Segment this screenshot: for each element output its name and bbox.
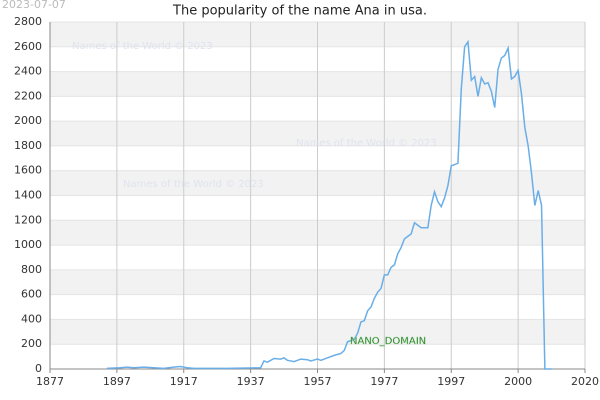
y-tick-label: 0 xyxy=(35,362,42,375)
y-tick-label: 2600 xyxy=(14,40,42,53)
watermark: Names of the World © 2023 xyxy=(123,179,264,190)
y-tick-label: 2000 xyxy=(14,114,42,127)
watermark: Names of the World © 2023 xyxy=(72,41,213,52)
y-tick-label: 1000 xyxy=(14,238,42,251)
date: 2023-07-07 xyxy=(2,0,66,11)
y-tick-label: 400 xyxy=(21,312,42,325)
x-tick-label: 1877 xyxy=(36,375,64,388)
chart-title: The popularity of the name Ana in usa. xyxy=(172,4,427,19)
x-tick-label: 2020 xyxy=(571,375,599,388)
y-tick-label: 2800 xyxy=(14,15,42,28)
y-tick-label: 1600 xyxy=(14,164,42,177)
x-tick-label: 1977 xyxy=(370,375,398,388)
y-tick-label: 600 xyxy=(21,288,42,301)
y-tick-label: 200 xyxy=(21,337,42,350)
x-tick-label: 1937 xyxy=(237,375,265,388)
line xyxy=(106,39,552,370)
x-tick-label: 1997 xyxy=(437,375,465,388)
x-tick-label: 1957 xyxy=(304,375,332,388)
y-tick-label: 2200 xyxy=(14,89,42,102)
watermark: Names of the World © 2023 xyxy=(296,138,437,149)
y-tick-label: 2400 xyxy=(14,65,42,78)
y-tick-label: 1400 xyxy=(14,189,42,202)
x-tick-label: 1897 xyxy=(103,375,131,388)
x-tick-label: 1917 xyxy=(170,375,198,388)
y-tick-label: 1800 xyxy=(14,139,42,152)
x-tick-label: 2000 xyxy=(504,375,532,388)
y-tick-label: 1200 xyxy=(14,213,42,226)
annotation: NANO_DOMAIN xyxy=(350,336,426,347)
y-tick-label: 800 xyxy=(21,263,42,276)
